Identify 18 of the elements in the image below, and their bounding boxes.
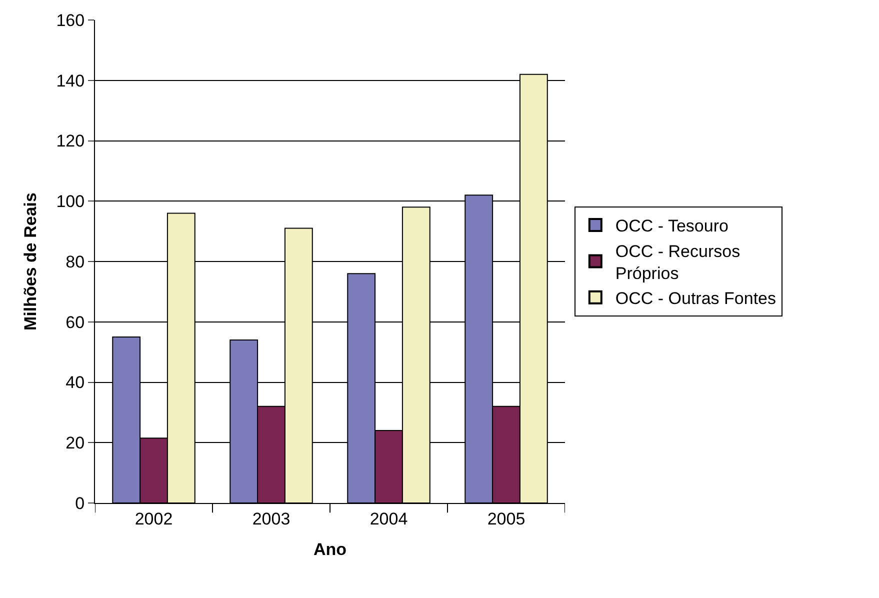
legend-label: OCC - Outras Fontes xyxy=(615,288,776,308)
x-axis-title: Ano xyxy=(313,540,347,559)
y-tick-label: 140 xyxy=(56,71,85,90)
y-tick-label: 80 xyxy=(66,252,85,272)
legend-label: OCC - Recursos Próprios xyxy=(615,242,740,283)
y-tick-label: 160 xyxy=(56,10,85,30)
x-tick-label: 2004 xyxy=(370,509,408,528)
y-tick-label: 40 xyxy=(66,373,85,392)
y-tick-label: 60 xyxy=(66,312,85,332)
x-tick-label: 2005 xyxy=(487,509,526,528)
y-tick-label: 0 xyxy=(75,494,85,513)
y-tick-label: 120 xyxy=(56,132,85,151)
legend-label: OCC - Tesouro xyxy=(615,216,728,236)
y-tick-label: 100 xyxy=(56,192,85,212)
y-axis-title: Milhões de Reais xyxy=(20,192,40,330)
y-tick-label: 20 xyxy=(66,434,85,453)
x-tick-label: 2002 xyxy=(134,509,173,528)
x-tick-label: 2003 xyxy=(252,509,290,528)
